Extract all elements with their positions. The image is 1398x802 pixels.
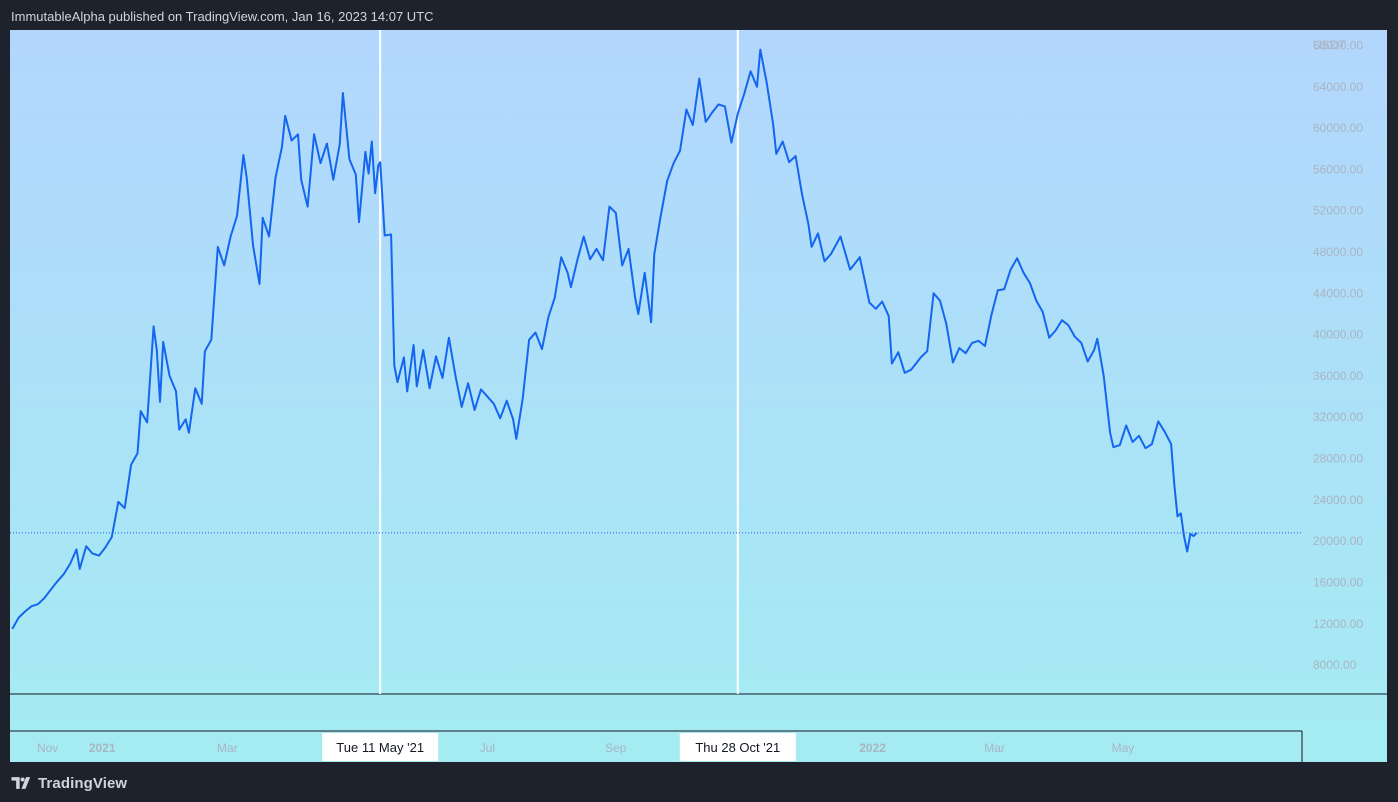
- marker-date-label-0: Tue 11 May '21: [336, 740, 424, 755]
- y-tick-label: 44000.00: [1313, 286, 1363, 300]
- y-tick-label: 16000.00: [1313, 575, 1363, 589]
- y-tick-label: 64000.00: [1313, 80, 1363, 94]
- y-tick-label: 60000.00: [1313, 121, 1363, 135]
- y-tick-label: 52000.00: [1313, 204, 1363, 218]
- y-tick-label: 40000.00: [1313, 328, 1363, 342]
- x-tick-label: May: [1112, 741, 1135, 755]
- marker-date-label-1: Thu 28 Oct '21: [695, 740, 780, 755]
- y-tick-label: 24000.00: [1313, 493, 1363, 507]
- x-tick-label: Jul: [480, 741, 495, 755]
- y-tick-label: 36000.00: [1313, 369, 1363, 383]
- y-tick-label: 8000.00: [1313, 658, 1357, 672]
- marker-date-box-0: [322, 733, 439, 761]
- footer[interactable]: TradingView: [11, 772, 127, 794]
- tradingview-logo-icon: [11, 777, 31, 789]
- x-tick-label: Mar: [217, 741, 238, 755]
- price-series-line[interactable]: [11, 48, 1198, 630]
- x-tick-label: Nov: [37, 741, 58, 755]
- y-tick-label: 20000.00: [1313, 534, 1363, 548]
- x-tick-label: Sep: [605, 741, 627, 755]
- x-tick-label: Mar: [984, 741, 1005, 755]
- marker-date-box-1: [679, 733, 796, 761]
- x-tick-label: 2021: [89, 741, 116, 755]
- price-chart[interactable]: USDT 8000.00 12000.00 16000.00 20000.00 24000…: [10, 30, 1387, 762]
- tradingview-brand: TradingView: [38, 774, 128, 792]
- y-tick-label: 56000.00: [1313, 162, 1363, 176]
- y-tick-label: 48000.00: [1313, 245, 1363, 259]
- x-tick-label: 2022: [859, 741, 886, 755]
- chart-area[interactable]: USDT 8000.00 12000.00 16000.00 20000.00 24000…: [10, 30, 1387, 762]
- y-tick-label: 32000.00: [1313, 410, 1363, 424]
- y-tick-label: 68000.00: [1313, 38, 1363, 52]
- publish-info: ImmutableAlpha published on TradingView.…: [11, 9, 434, 24]
- y-axis-unit-label: USDT: [1313, 38, 1346, 52]
- y-tick-label: 12000.00: [1313, 617, 1363, 631]
- y-tick-label: 28000.00: [1313, 452, 1363, 466]
